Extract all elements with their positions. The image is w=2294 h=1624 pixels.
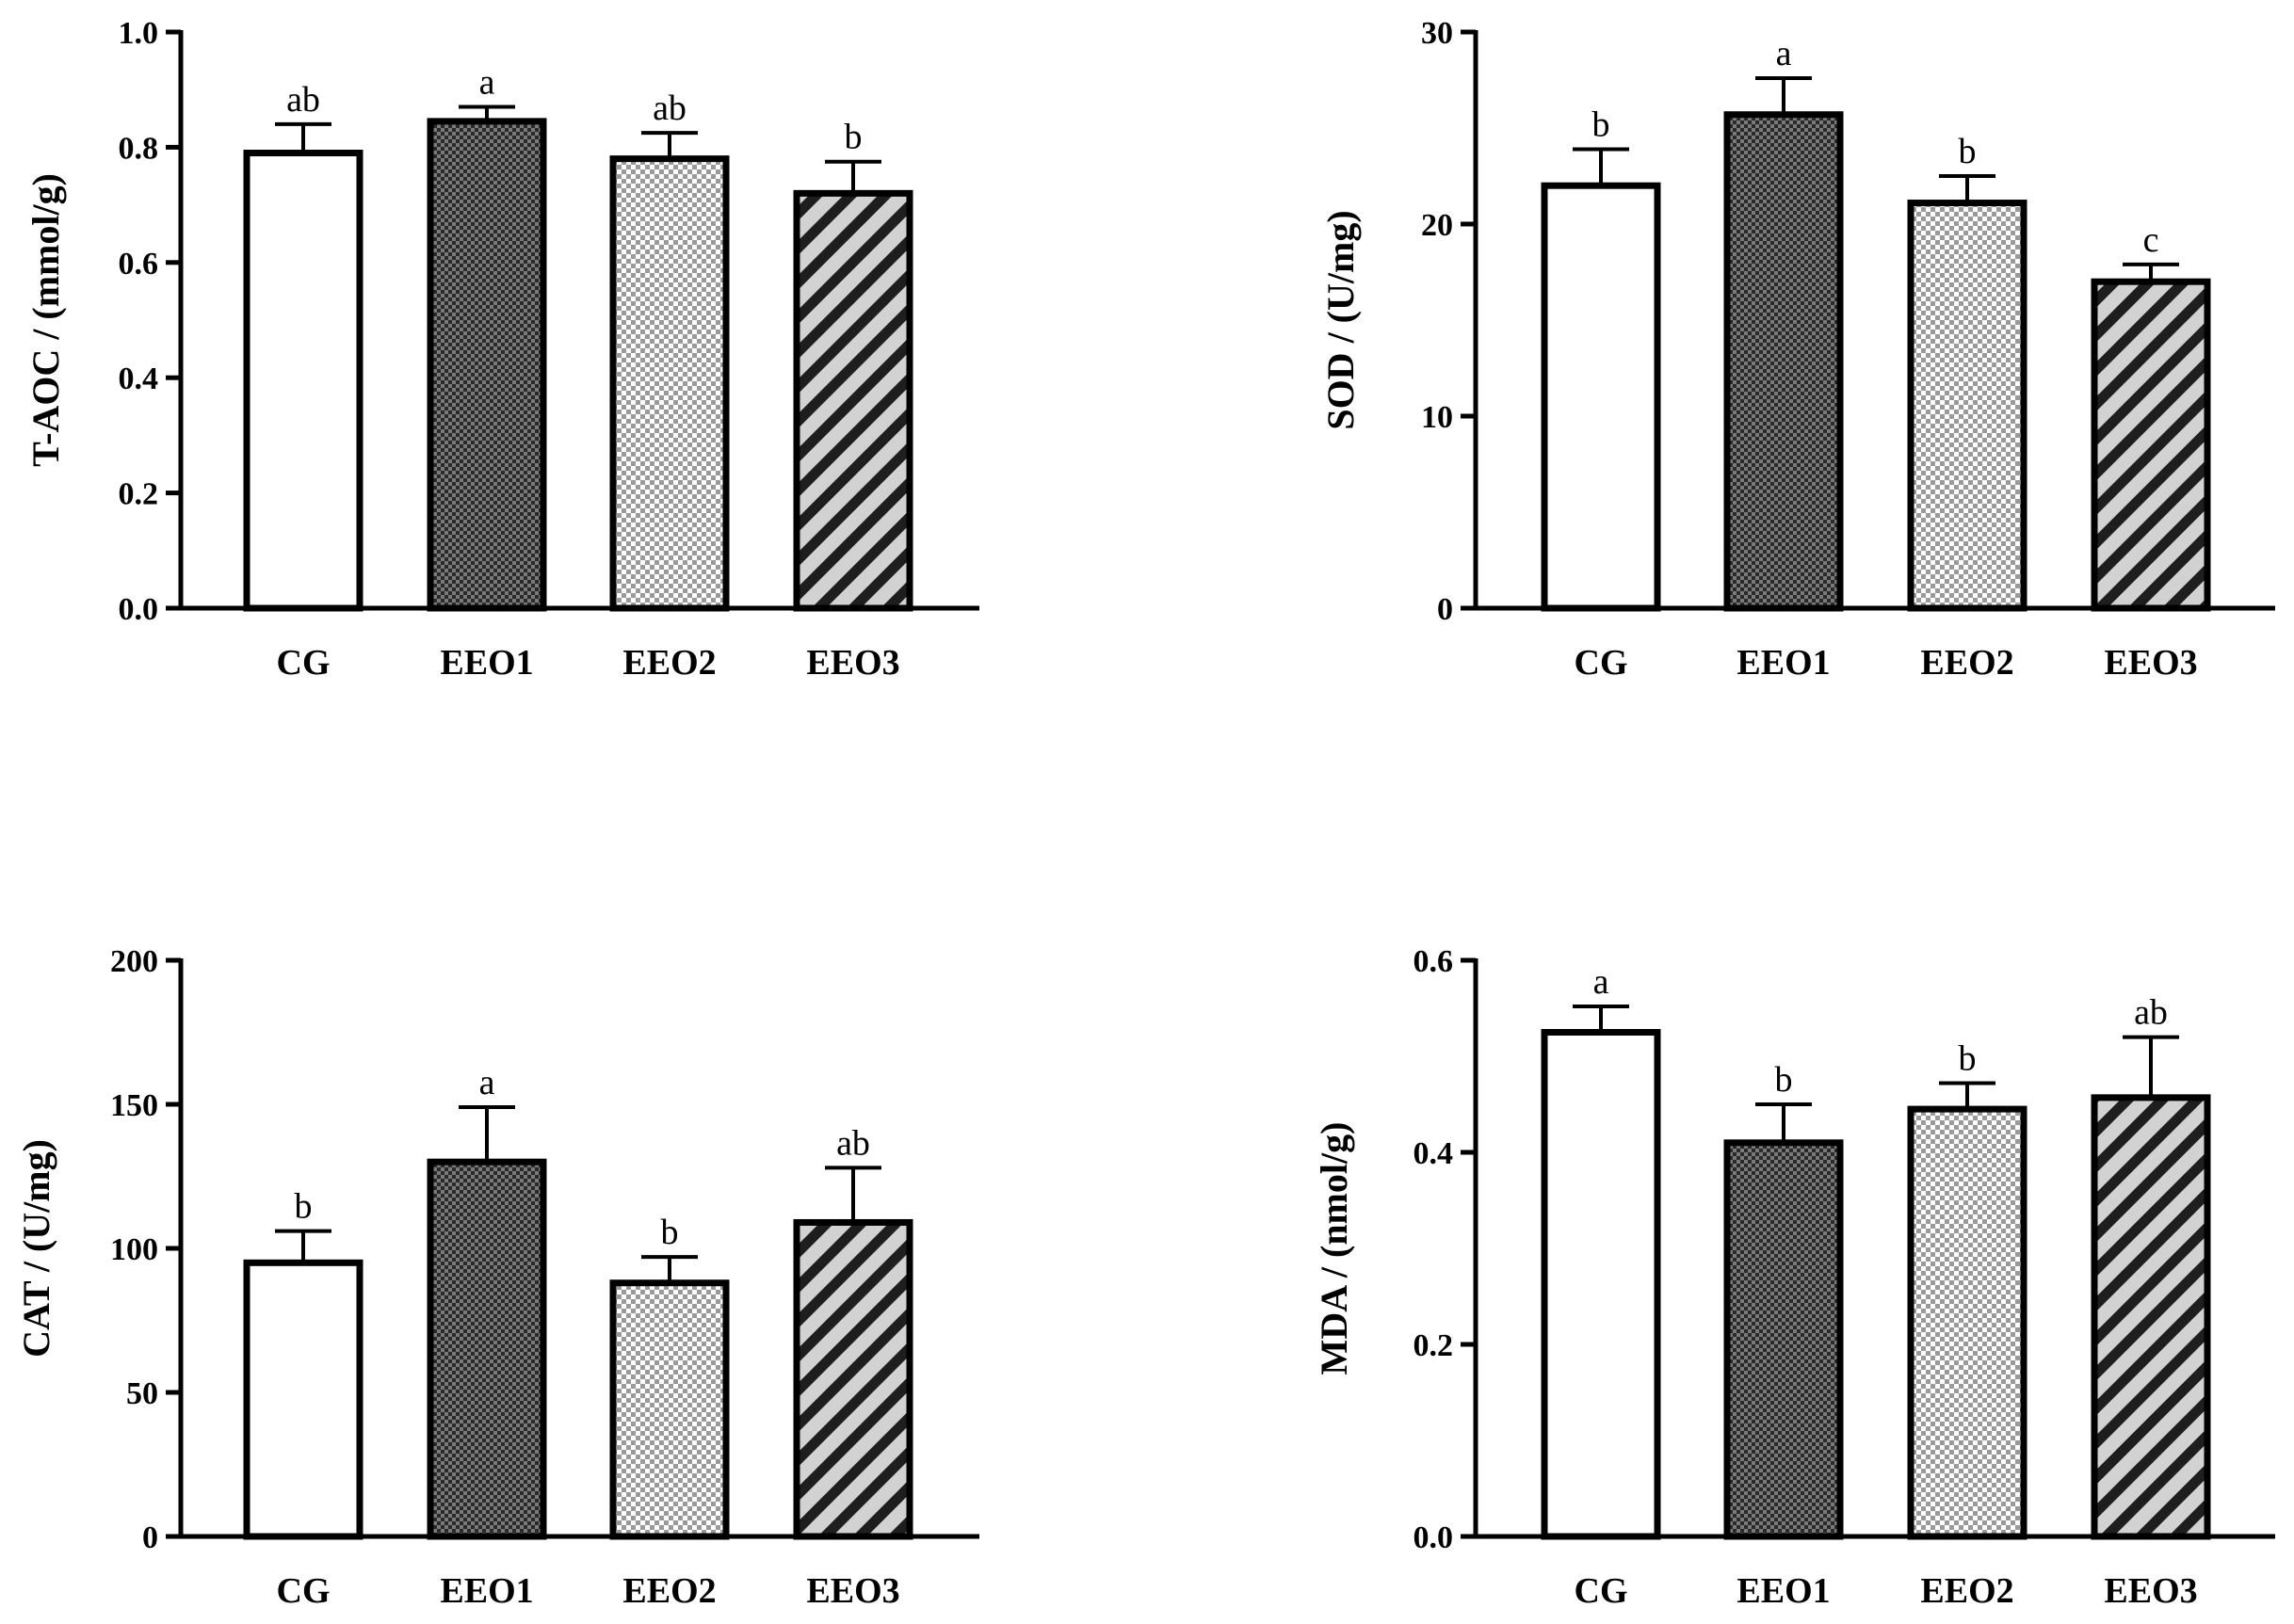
x-tick-label-eeo1: EEO1 bbox=[440, 643, 533, 683]
y-tick-label: 10 bbox=[1421, 400, 1453, 435]
bar-eeo1 bbox=[427, 118, 547, 612]
x-tick-label-cg: CG bbox=[277, 1571, 331, 1611]
x-tick-label-eeo3: EEO3 bbox=[806, 1571, 899, 1611]
significance-label-eeo1: b bbox=[1775, 1060, 1793, 1100]
x-tick-label-eeo2: EEO2 bbox=[622, 643, 716, 683]
bar-eeo2 bbox=[1907, 200, 2027, 612]
significance-label-eeo2: b bbox=[1959, 1039, 1977, 1079]
significance-label-cg: a bbox=[1593, 962, 1609, 1002]
significance-label-cg: ab bbox=[286, 80, 320, 120]
significance-label-eeo2: ab bbox=[653, 88, 687, 128]
panel-mda: 0.0 0.2 0.4 0.6 MDA / (nmol/g) a CG b EEO1 b EEO2 a… bbox=[1313, 944, 2275, 1611]
y-tick-label: 20 bbox=[1421, 208, 1453, 243]
y-tick-label: 50 bbox=[126, 1376, 158, 1411]
bar-eeo3 bbox=[2091, 1094, 2211, 1540]
y-tick-label: 0.4 bbox=[1414, 1136, 1454, 1171]
significance-label-eeo2: b bbox=[661, 1213, 679, 1252]
y-axis-label: T-AOC / (mmol/g) bbox=[24, 173, 67, 467]
y-tick-label: 0 bbox=[142, 1520, 158, 1555]
significance-label-eeo3: ab bbox=[2134, 993, 2168, 1033]
bar-cg bbox=[243, 150, 363, 612]
significance-label-eeo1: a bbox=[479, 1063, 495, 1102]
x-tick-label-cg: CG bbox=[277, 643, 331, 683]
y-tick-label: 150 bbox=[110, 1088, 158, 1123]
y-tick-label: 30 bbox=[1421, 16, 1453, 51]
x-tick-label-eeo2: EEO2 bbox=[1920, 643, 2013, 683]
bar-eeo2 bbox=[609, 155, 730, 612]
bar-eeo2 bbox=[1907, 1105, 2027, 1540]
y-axis-label: SOD / (U/mg) bbox=[1319, 210, 1362, 429]
y-tick-label: 200 bbox=[110, 944, 158, 979]
x-tick-label-eeo2: EEO2 bbox=[1920, 1571, 2013, 1611]
y-tick-label: 0.0 bbox=[119, 592, 159, 627]
x-tick-label-eeo1: EEO1 bbox=[1737, 1571, 1830, 1611]
y-tick-label: 100 bbox=[110, 1232, 158, 1267]
x-tick-label-eeo1: EEO1 bbox=[1737, 643, 1830, 683]
x-tick-label-eeo3: EEO3 bbox=[2104, 643, 2197, 683]
y-tick-label: 0.6 bbox=[119, 247, 159, 281]
y-tick-label: 1.0 bbox=[119, 16, 159, 51]
y-tick-label: 0.2 bbox=[119, 477, 159, 512]
bar-eeo1 bbox=[427, 1158, 547, 1540]
y-tick-label: 0.4 bbox=[119, 362, 159, 396]
significance-label-eeo2: b bbox=[1959, 132, 1977, 171]
significance-label-cg: b bbox=[1592, 105, 1610, 144]
x-tick-label-eeo3: EEO3 bbox=[806, 643, 899, 683]
significance-label-eeo1: a bbox=[479, 63, 495, 103]
significance-label-eeo1: a bbox=[1776, 34, 1792, 73]
x-tick-label-eeo3: EEO3 bbox=[2104, 1571, 2197, 1611]
bar-eeo2 bbox=[609, 1279, 730, 1540]
y-tick-label: 0.2 bbox=[1414, 1328, 1454, 1363]
significance-label-eeo3: b bbox=[845, 118, 863, 157]
significance-label-cg: b bbox=[295, 1187, 313, 1227]
bar-cg bbox=[243, 1259, 363, 1540]
panel-t-aoc: 0.0 0.2 0.4 0.6 0.8 1.0 T-AOC / (mmol/g) ab CG a E… bbox=[24, 16, 979, 683]
y-tick-label: 0.0 bbox=[1414, 1520, 1454, 1555]
panel-sod: 0 10 20 30 SOD / (U/mg) b CG a EEO1 b EEO2 c EEO3 bbox=[1319, 16, 2275, 683]
x-tick-label-eeo1: EEO1 bbox=[440, 1571, 533, 1611]
bar-eeo3 bbox=[793, 1218, 913, 1540]
bar-eeo3 bbox=[2091, 278, 2211, 612]
bar-eeo1 bbox=[1723, 111, 1844, 612]
y-tick-label: 0.6 bbox=[1414, 944, 1454, 979]
y-axis-label: CAT / (U/mg) bbox=[15, 1139, 57, 1358]
x-tick-label-cg: CG bbox=[1575, 643, 1628, 683]
bar-cg bbox=[1541, 182, 1661, 612]
x-tick-label-cg: CG bbox=[1575, 1571, 1628, 1611]
y-tick-label: 0.8 bbox=[119, 131, 159, 166]
bar-eeo3 bbox=[793, 189, 913, 612]
y-axis-label: MDA / (nmol/g) bbox=[1313, 1122, 1355, 1375]
x-tick-label-eeo2: EEO2 bbox=[622, 1571, 716, 1611]
significance-label-eeo3: ab bbox=[836, 1123, 870, 1163]
y-tick-label: 0 bbox=[1437, 592, 1453, 627]
significance-label-eeo3: c bbox=[2143, 220, 2159, 260]
bar-cg bbox=[1541, 1029, 1661, 1540]
panel-cat: 0 50 100 150 200 CAT / (U/mg) b CG a EEO1 b EEO2 ab E… bbox=[15, 944, 979, 1611]
bar-eeo1 bbox=[1723, 1139, 1844, 1540]
